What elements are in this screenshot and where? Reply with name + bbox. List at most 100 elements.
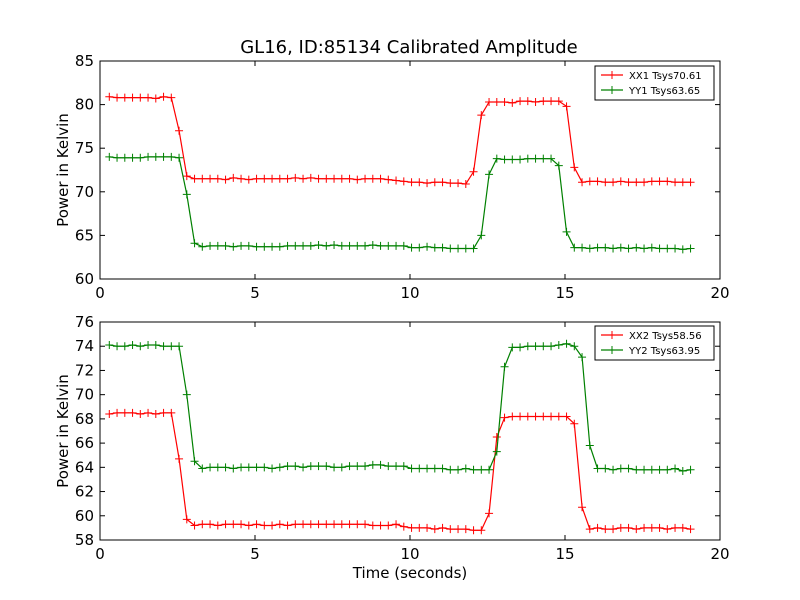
data-point xyxy=(547,97,556,106)
data-point xyxy=(213,241,222,250)
data-point xyxy=(655,177,664,186)
data-point xyxy=(384,241,393,250)
data-point xyxy=(500,413,509,422)
data-point xyxy=(198,174,207,183)
y-tick-label: 76 xyxy=(75,313,94,331)
x-tick-label: 0 xyxy=(95,545,105,563)
data-point xyxy=(299,174,308,183)
data-point xyxy=(368,174,377,183)
data-point xyxy=(454,179,463,188)
data-point xyxy=(314,520,323,529)
data-point xyxy=(384,521,393,530)
data-point xyxy=(268,464,277,473)
data-point xyxy=(275,242,284,251)
y-axis-label: Power in Kelvin xyxy=(54,113,72,227)
data-point xyxy=(345,520,354,529)
data-point xyxy=(136,342,145,351)
data-point xyxy=(268,521,277,530)
data-point xyxy=(423,523,432,532)
data-point xyxy=(554,161,563,170)
data-point xyxy=(190,521,199,530)
y-tick-label: 64 xyxy=(75,458,94,476)
x-tick-label: 15 xyxy=(555,284,574,302)
data-point xyxy=(392,241,401,250)
data-point xyxy=(461,244,470,253)
data-point xyxy=(616,177,625,186)
data-point xyxy=(113,153,122,162)
data-point xyxy=(477,231,486,240)
data-point xyxy=(384,462,393,471)
data-point xyxy=(361,241,370,250)
data-point xyxy=(647,465,656,474)
data-point xyxy=(384,175,393,184)
data-point xyxy=(492,97,501,106)
data-point xyxy=(275,520,284,529)
data-point xyxy=(632,465,641,474)
data-point xyxy=(361,174,370,183)
data-point xyxy=(585,441,594,450)
data-point xyxy=(221,175,230,184)
data-point xyxy=(198,464,207,473)
data-point xyxy=(570,163,579,172)
data-point xyxy=(647,243,656,252)
data-point xyxy=(237,520,246,529)
data-point xyxy=(531,412,540,421)
data-point xyxy=(136,410,145,419)
data-point xyxy=(399,462,408,471)
data-point xyxy=(299,241,308,250)
data-point xyxy=(175,342,184,351)
data-point xyxy=(624,523,633,532)
data-point xyxy=(144,341,153,350)
y-tick-label: 80 xyxy=(75,96,94,114)
data-point xyxy=(392,520,401,529)
data-point xyxy=(275,174,284,183)
data-point xyxy=(283,241,292,250)
data-point xyxy=(578,178,587,187)
data-point xyxy=(554,341,563,350)
data-point xyxy=(283,174,292,183)
data-point xyxy=(430,178,439,187)
series-2 xyxy=(105,152,695,254)
data-point xyxy=(678,466,687,475)
data-point xyxy=(624,178,633,187)
data-point xyxy=(376,174,385,183)
data-point xyxy=(516,343,525,352)
data-point xyxy=(213,521,222,530)
data-point xyxy=(136,93,145,102)
data-point xyxy=(330,174,339,183)
data-point xyxy=(322,174,331,183)
data-point xyxy=(578,353,587,362)
legend-box xyxy=(594,65,715,101)
data-point xyxy=(244,175,253,184)
data-point xyxy=(182,190,191,199)
data-point xyxy=(485,509,494,518)
data-point xyxy=(337,241,346,250)
data-point xyxy=(368,240,377,249)
data-point xyxy=(283,521,292,530)
data-point xyxy=(446,465,455,474)
data-point xyxy=(345,462,354,471)
data-point xyxy=(616,523,625,532)
x-tick-label: 10 xyxy=(400,545,419,563)
legend-box xyxy=(594,325,715,361)
data-point xyxy=(562,102,571,111)
data-point xyxy=(105,410,114,419)
data-point xyxy=(678,178,687,187)
data-point xyxy=(578,243,587,252)
data-point xyxy=(182,172,191,181)
data-point xyxy=(136,153,145,162)
data-point xyxy=(190,174,199,183)
data-point xyxy=(190,457,199,466)
data-point xyxy=(500,155,509,164)
data-point xyxy=(446,525,455,534)
data-point xyxy=(523,154,532,163)
legend: XX1 Tsys70.61 YY1 Tsys63.65 xyxy=(594,65,715,101)
data-point xyxy=(198,520,207,529)
data-point xyxy=(128,341,137,350)
data-point xyxy=(182,390,191,399)
data-point xyxy=(461,179,470,188)
data-point xyxy=(167,93,176,102)
data-point xyxy=(531,97,540,106)
data-point xyxy=(531,154,540,163)
data-point xyxy=(578,503,587,512)
